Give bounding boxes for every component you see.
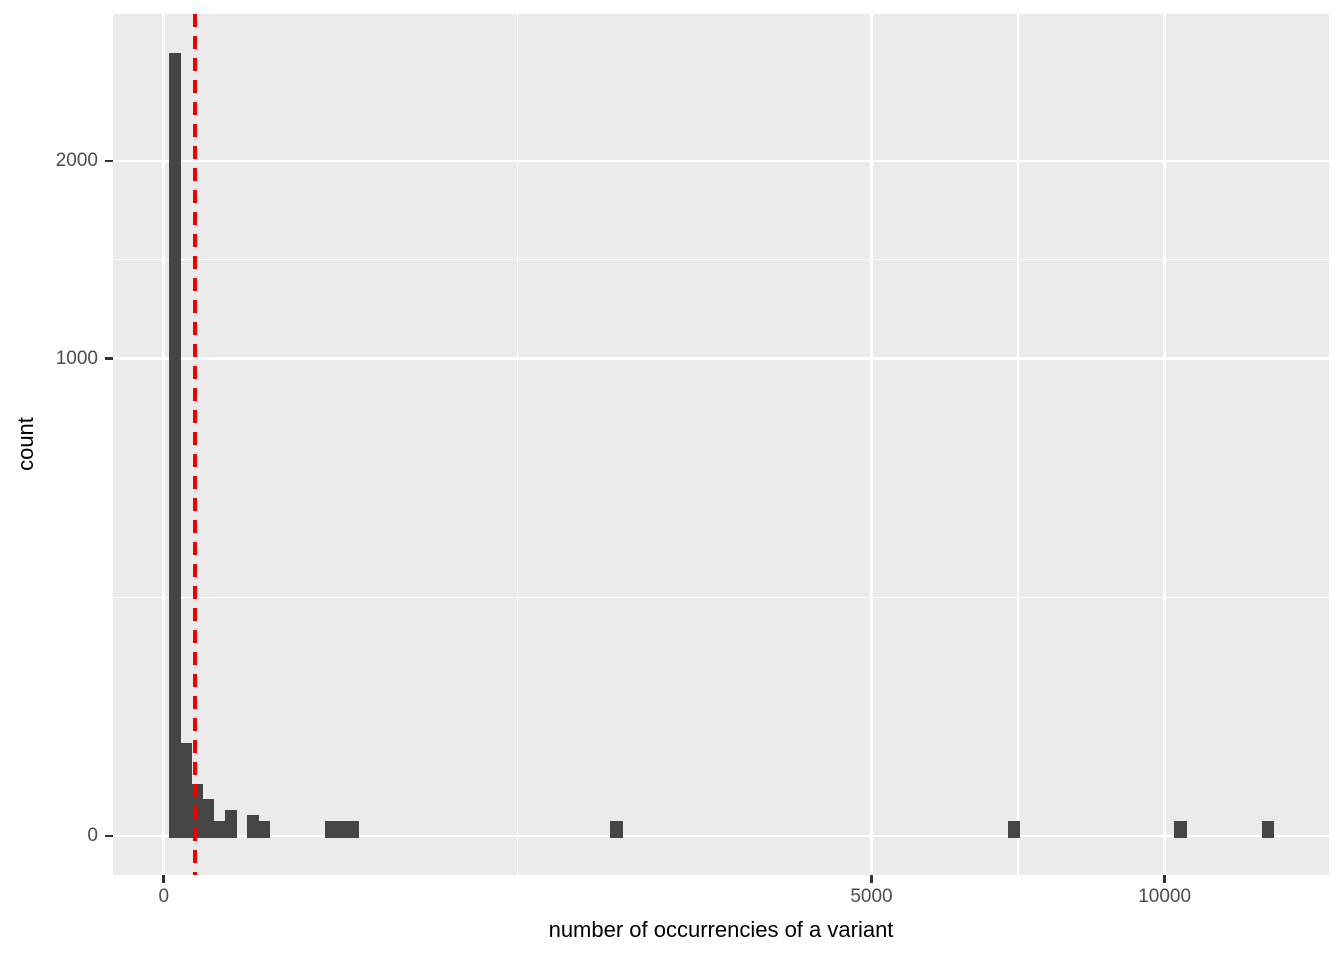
x-minor-gridline [1017,14,1019,875]
histogram-bar [1008,820,1020,839]
x-tick-mark [162,875,165,883]
histogram-bar [1262,820,1275,839]
x-tick-mark [1163,875,1166,883]
y-major-gridline [113,159,1329,162]
y-major-gridline [113,357,1329,360]
histogram-bar [213,820,226,839]
y-tick-mark [105,834,113,838]
histogram-bar [202,799,215,839]
y-minor-gridline [113,596,1329,599]
y-tick-mark [105,159,113,162]
histogram-bar [325,820,337,839]
histogram-bar [180,742,192,839]
histogram-bar [169,52,181,839]
x-major-gridline [870,14,873,875]
threshold-line [193,14,198,875]
x-major-gridline [1163,14,1166,875]
y-axis-title: count [13,417,38,471]
histogram-bar [336,820,348,839]
x-axis-title: number of occurrencies of a variant [548,917,894,942]
histogram-bar [1174,820,1188,839]
y-tick-label: 2000 [55,149,98,171]
y-tick-mark [105,357,113,360]
plot-panel [113,14,1329,875]
histogram-bar [258,820,270,839]
x-tick-label: 10000 [1138,886,1192,907]
histogram-bar [224,809,237,839]
x-tick-mark [870,875,873,883]
x-minor-gridline [516,14,519,875]
histogram-bar [610,820,624,839]
y-tick-label: 0 [87,825,98,847]
y-major-gridline [113,834,1329,838]
y-tick-label: 1000 [55,347,98,369]
y-minor-gridline [113,258,1329,261]
histogram-bar [247,814,259,839]
x-tick-label: 5000 [850,886,893,907]
x-major-gridline [162,14,165,875]
x-tick-label: 0 [158,886,170,907]
histogram-bar [347,820,359,839]
